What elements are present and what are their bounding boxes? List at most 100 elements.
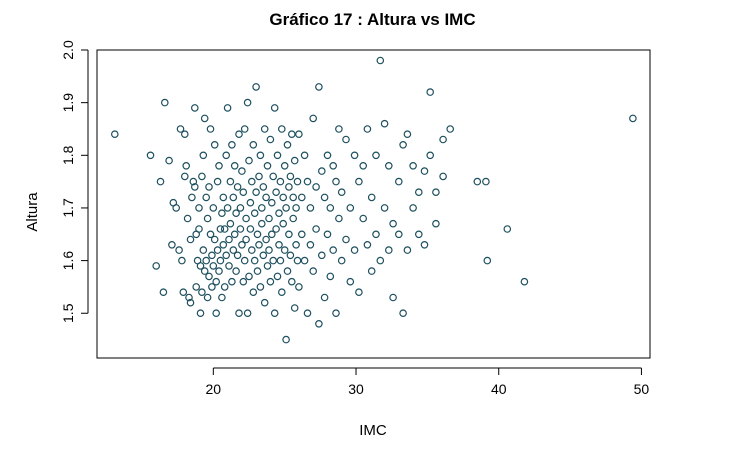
data-point xyxy=(355,177,363,186)
data-point xyxy=(300,151,309,160)
data-point xyxy=(252,83,260,91)
data-point xyxy=(189,177,198,186)
data-point xyxy=(263,262,272,270)
data-point xyxy=(198,172,206,181)
data-point xyxy=(285,230,293,239)
x-tick-label: 50 xyxy=(634,381,650,397)
data-point xyxy=(269,256,278,265)
data-point xyxy=(275,209,283,218)
data-point xyxy=(292,204,300,212)
data-point xyxy=(188,193,196,202)
data-point xyxy=(267,198,276,207)
data-point xyxy=(209,262,218,270)
data-point xyxy=(315,83,323,91)
data-point xyxy=(181,130,189,139)
data-point xyxy=(359,162,368,170)
data-point xyxy=(186,235,195,244)
data-point xyxy=(260,125,269,133)
data-point xyxy=(286,251,295,260)
data-point xyxy=(182,162,191,170)
data-point xyxy=(323,230,332,239)
data-point xyxy=(287,277,296,286)
data-point xyxy=(297,230,306,239)
data-point xyxy=(350,151,359,160)
data-point xyxy=(317,167,326,175)
data-point xyxy=(309,267,318,275)
data-point xyxy=(245,156,253,165)
data-point xyxy=(312,225,320,233)
data-point xyxy=(426,151,435,160)
data-point xyxy=(285,183,293,191)
data-point xyxy=(335,125,343,133)
data-point xyxy=(195,204,203,212)
data-point xyxy=(275,241,283,249)
data-point xyxy=(409,162,417,170)
data-point xyxy=(329,162,338,170)
data-point xyxy=(220,225,229,233)
data-point xyxy=(432,219,440,228)
x-axis-label: IMC xyxy=(359,422,387,439)
plot-frame xyxy=(96,49,651,359)
y-tick-label: 1.8 xyxy=(60,145,76,165)
data-point xyxy=(312,183,320,191)
data-point xyxy=(181,172,189,181)
data-point xyxy=(295,130,303,139)
data-point xyxy=(196,262,205,270)
data-point xyxy=(111,130,119,139)
data-point xyxy=(195,225,203,233)
data-point xyxy=(292,241,300,249)
data-point xyxy=(306,204,315,212)
data-points xyxy=(111,56,637,344)
data-point xyxy=(332,177,340,186)
data-point xyxy=(337,256,346,265)
data-point xyxy=(257,219,266,228)
data-point xyxy=(223,104,232,112)
data-point xyxy=(235,130,243,139)
data-point xyxy=(306,241,315,249)
data-point xyxy=(359,214,368,223)
data-point xyxy=(229,246,238,254)
data-point xyxy=(289,214,298,223)
data-point xyxy=(363,241,372,249)
data-point xyxy=(346,277,355,286)
data-point xyxy=(273,151,282,160)
data-point xyxy=(290,304,299,312)
data-point xyxy=(432,188,440,197)
data-point xyxy=(277,125,286,133)
data-point xyxy=(295,283,303,291)
data-point xyxy=(280,246,289,254)
data-point xyxy=(280,162,289,170)
data-point xyxy=(228,277,236,286)
data-point xyxy=(248,246,256,254)
data-point xyxy=(363,125,372,133)
data-point xyxy=(367,267,376,275)
data-point xyxy=(287,130,296,139)
data-point xyxy=(403,130,412,139)
data-point xyxy=(205,272,213,281)
data-point xyxy=(439,135,447,144)
data-point xyxy=(228,141,236,149)
data-point xyxy=(309,114,318,123)
data-point xyxy=(226,177,235,186)
data-point xyxy=(212,309,221,318)
data-point xyxy=(389,219,397,228)
data-point xyxy=(337,188,346,197)
data-point xyxy=(225,262,233,270)
data-point xyxy=(282,335,290,344)
y-tick-label: 2.0 xyxy=(60,40,76,60)
data-point xyxy=(239,188,248,197)
data-point xyxy=(238,167,246,175)
data-point xyxy=(300,256,309,265)
data-point xyxy=(206,125,215,133)
data-point xyxy=(265,214,273,223)
data-point xyxy=(263,162,272,170)
data-point xyxy=(246,225,255,233)
data-point xyxy=(225,235,233,244)
data-point xyxy=(399,309,407,318)
data-point xyxy=(273,272,282,281)
data-point xyxy=(176,125,185,133)
data-point xyxy=(206,230,215,239)
data-point xyxy=(259,251,268,260)
data-point xyxy=(346,204,355,212)
